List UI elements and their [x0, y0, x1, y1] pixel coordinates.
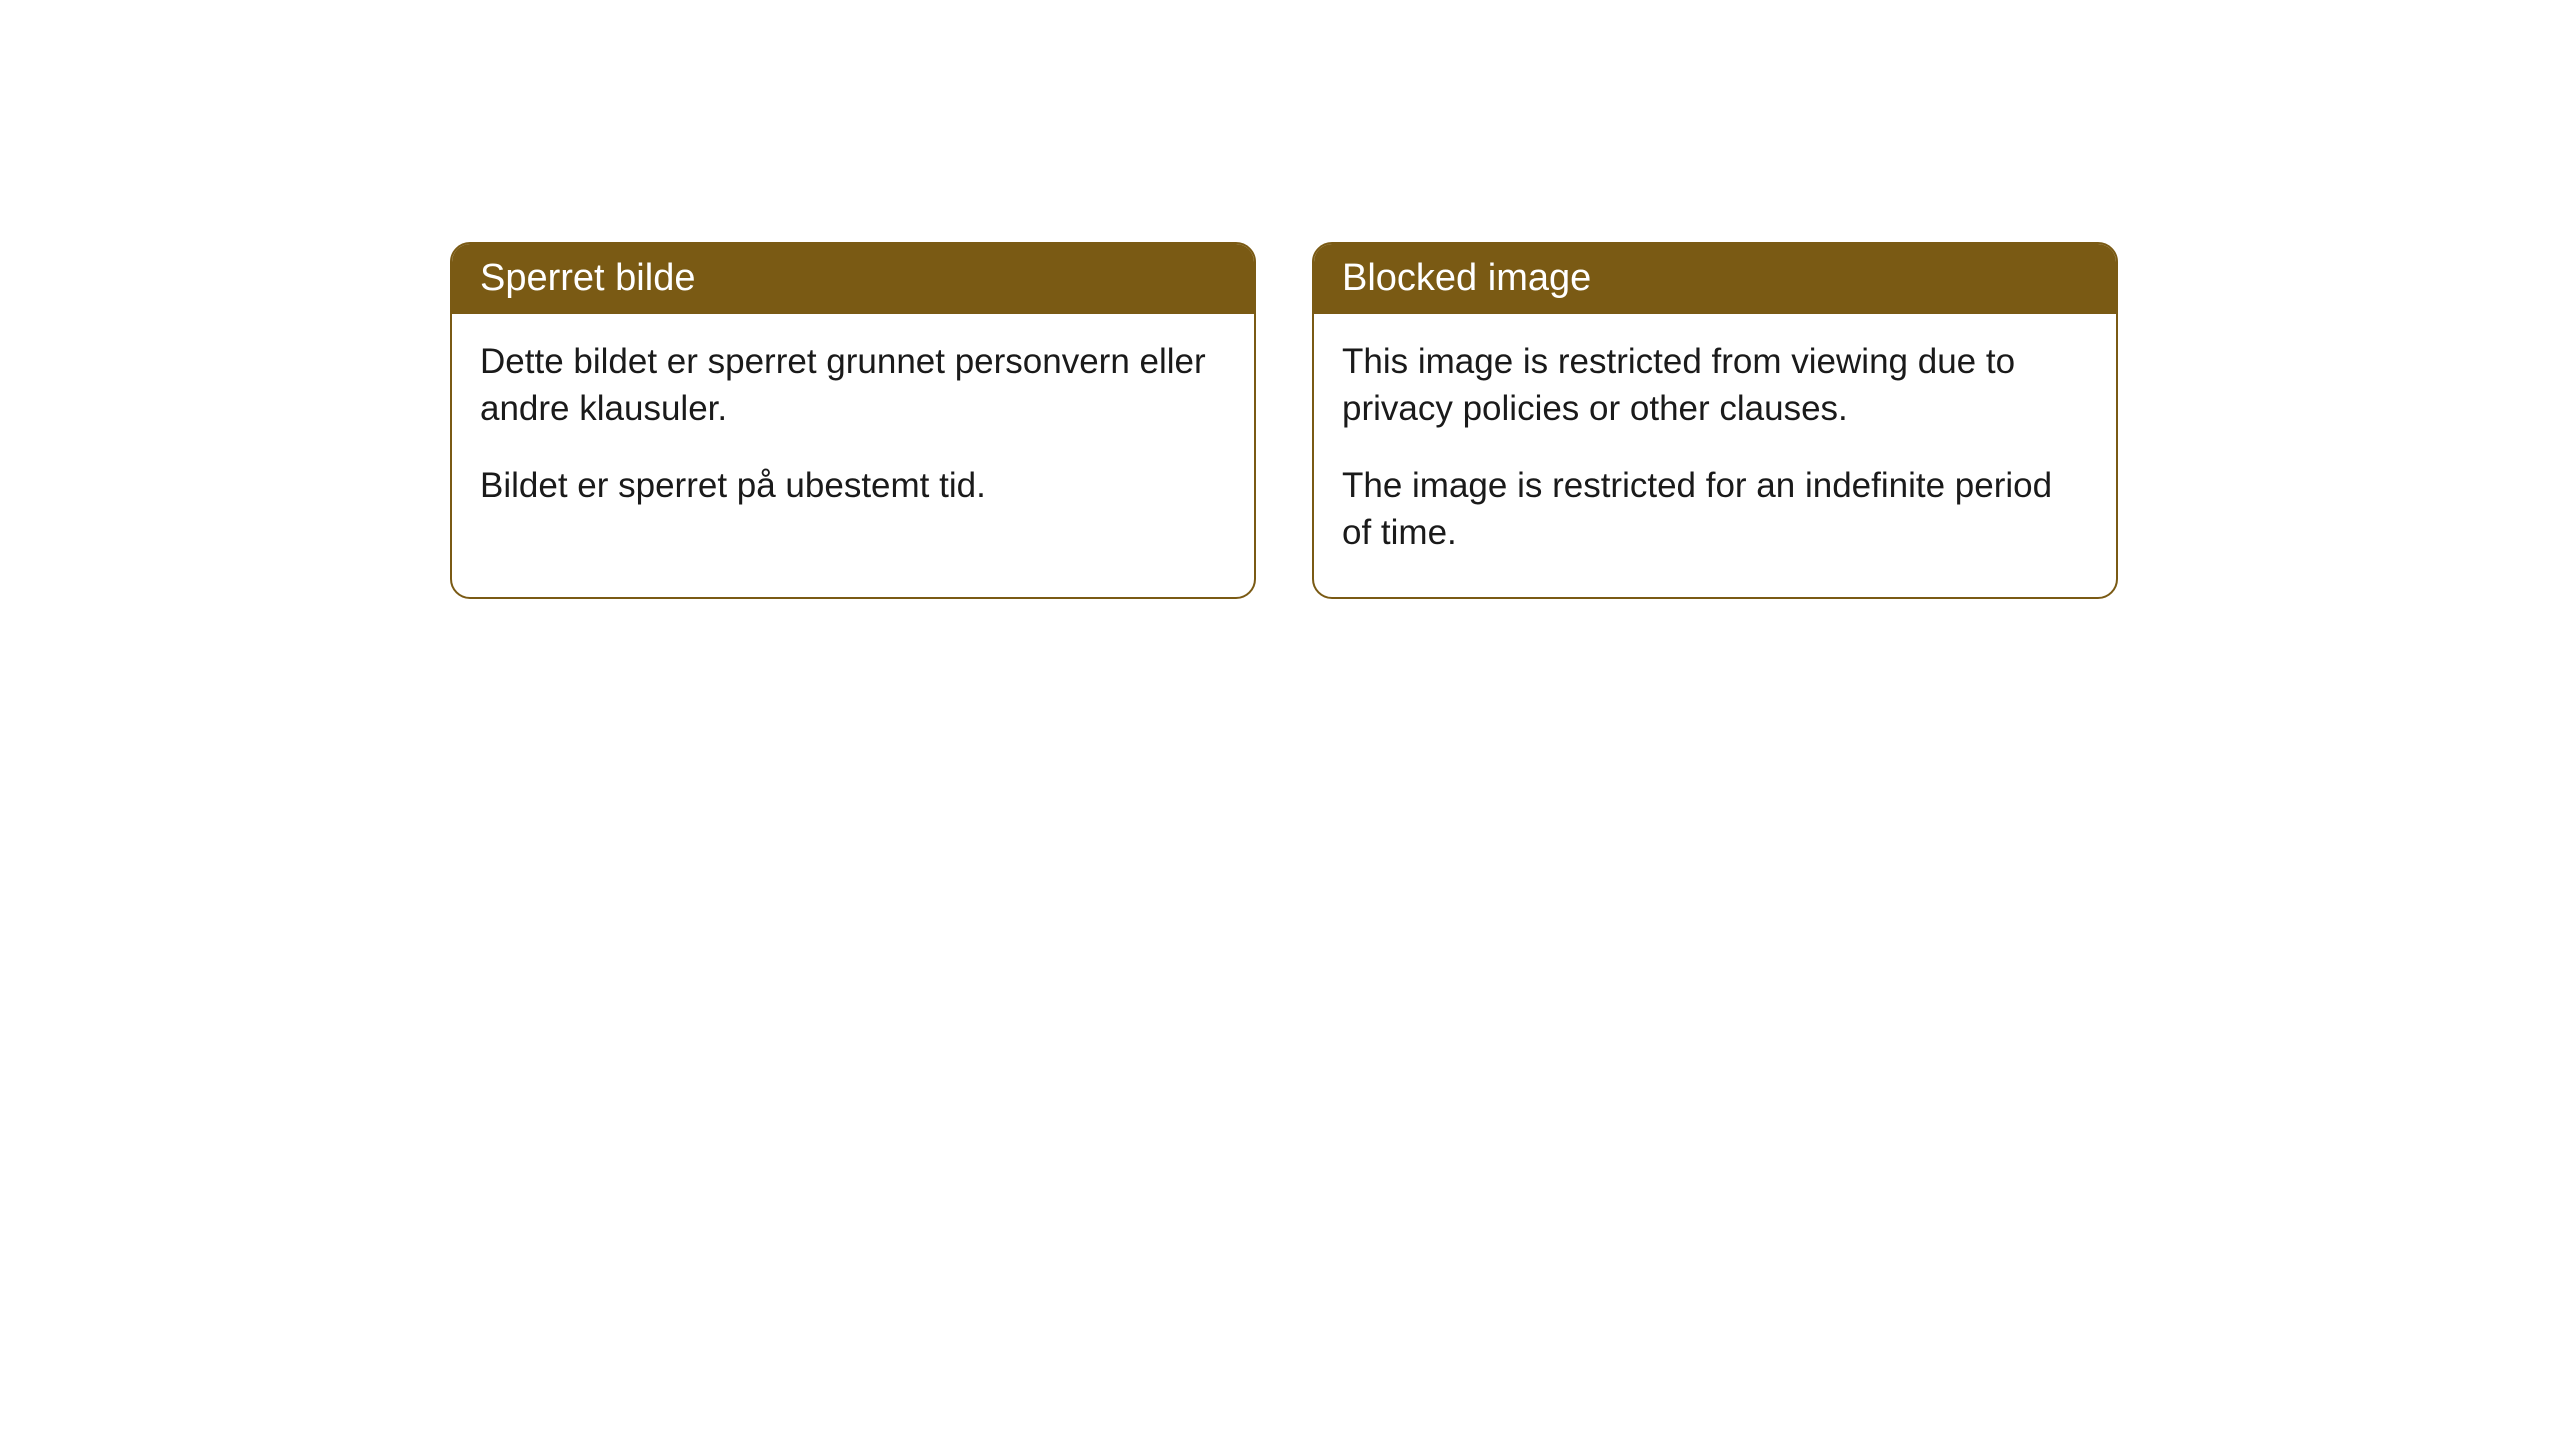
card-paragraph: This image is restricted from viewing du…	[1342, 338, 2088, 433]
notice-cards-container: Sperret bilde Dette bildet er sperret gr…	[0, 0, 2560, 599]
card-paragraph: The image is restricted for an indefinit…	[1342, 462, 2088, 557]
card-body: Dette bildet er sperret grunnet personve…	[452, 314, 1254, 550]
card-paragraph: Bildet er sperret på ubestemt tid.	[480, 462, 1226, 509]
card-paragraph: Dette bildet er sperret grunnet personve…	[480, 338, 1226, 433]
card-body: This image is restricted from viewing du…	[1314, 314, 2116, 597]
card-header: Sperret bilde	[452, 244, 1254, 314]
card-header: Blocked image	[1314, 244, 2116, 314]
notice-card-english: Blocked image This image is restricted f…	[1312, 242, 2118, 599]
notice-card-norwegian: Sperret bilde Dette bildet er sperret gr…	[450, 242, 1256, 599]
